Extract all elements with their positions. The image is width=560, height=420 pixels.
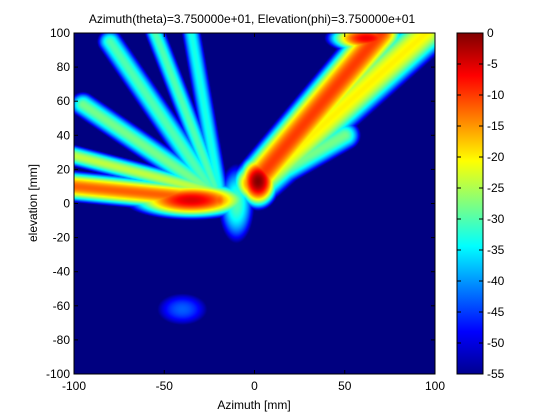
chart-title: Azimuth(theta)=3.750000e+01, Elevation(p… (89, 12, 416, 26)
y-tick-label: 100 (50, 26, 70, 40)
colorbar-tick-label: -15 (487, 119, 505, 133)
colorbar-tick-label: 0 (487, 26, 494, 40)
y-tick-label: -100 (46, 367, 70, 381)
y-tick-label: -60 (53, 299, 71, 313)
y-tick-label: -40 (53, 265, 71, 279)
colorbar-tick-label: -55 (487, 367, 505, 381)
x-tick-label: 50 (338, 379, 352, 393)
colorbar-tick-label: -25 (487, 181, 505, 195)
y-tick-label: 40 (57, 128, 71, 142)
colorbar-tick-label: -35 (487, 243, 505, 257)
colorbar-gradient (456, 32, 484, 375)
y-axis-label: elevation [mm] (26, 164, 40, 242)
y-tick-label: -80 (53, 333, 71, 347)
x-tick-label: -50 (156, 379, 174, 393)
x-axis-label: Azimuth [mm] (217, 398, 290, 412)
y-tick-label: -20 (53, 231, 71, 245)
colorbar-tick-label: -40 (487, 274, 505, 288)
colorbar: 0 -5 -10 -15 -20 -25 -30 -35 -40 -45 -50 -55 (456, 26, 505, 381)
colorbar-tick-label: -30 (487, 212, 505, 226)
colorbar-tick-label: -5 (487, 57, 498, 71)
x-axis: -100 -50 0 50 100 (62, 33, 445, 393)
x-tick-label: 100 (425, 379, 445, 393)
y-tick-label: 0 (63, 197, 70, 211)
colorbar-tick-label: -10 (487, 88, 505, 102)
y-tick-label: 20 (57, 162, 71, 176)
x-tick-label: -100 (62, 379, 86, 393)
y-tick-label: 80 (57, 60, 71, 74)
heatmap-area (73, 32, 436, 375)
colorbar-ticks: 0 -5 -10 -15 -20 -25 -30 -35 -40 -45 -50 -55 (457, 26, 505, 381)
colorbar-tick-label: -20 (487, 150, 505, 164)
y-tick-label: 60 (57, 94, 71, 108)
heatmap-image (74, 33, 435, 374)
y-axis: -100 -80 -60 -40 -20 0 20 40 60 80 100 (46, 26, 435, 381)
colorbar-tick-label: -45 (487, 305, 505, 319)
colorbar-tick-label: -50 (487, 336, 505, 350)
x-tick-label: 0 (251, 379, 258, 393)
